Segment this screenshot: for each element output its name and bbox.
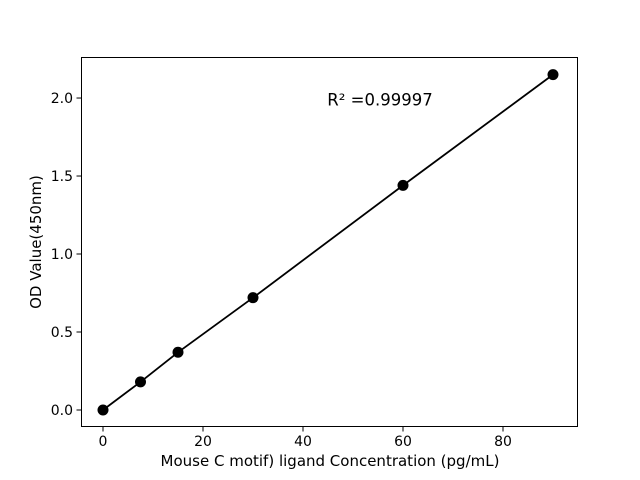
- x-tick-label: 40: [294, 434, 312, 450]
- y-tick-label: 1.5: [51, 169, 73, 185]
- x-tick-label: 0: [99, 434, 108, 450]
- y-tick-label: 0.0: [51, 403, 73, 419]
- data-point: [97, 404, 109, 416]
- x-axis-label: Mouse C motif) ligand Concentration (pg/…: [160, 452, 500, 470]
- r-squared-annotation: R² =0.99997: [327, 90, 433, 110]
- plot-frame: [81, 57, 578, 427]
- x-tick-label: 20: [194, 434, 212, 450]
- x-tick-label: 60: [394, 434, 412, 450]
- y-axis-label: OD Value(450nm): [27, 175, 45, 309]
- y-tick-label: 0.5: [51, 325, 73, 341]
- data-point: [247, 292, 259, 304]
- x-tick-label: 80: [494, 434, 512, 450]
- data-point: [135, 376, 146, 388]
- data-point: [397, 179, 409, 191]
- y-tick-label: 2.0: [51, 91, 73, 107]
- data-point: [172, 346, 184, 358]
- y-tick-label: 1.0: [51, 247, 73, 263]
- data-point: [547, 69, 559, 81]
- fit-line: [102, 73, 554, 411]
